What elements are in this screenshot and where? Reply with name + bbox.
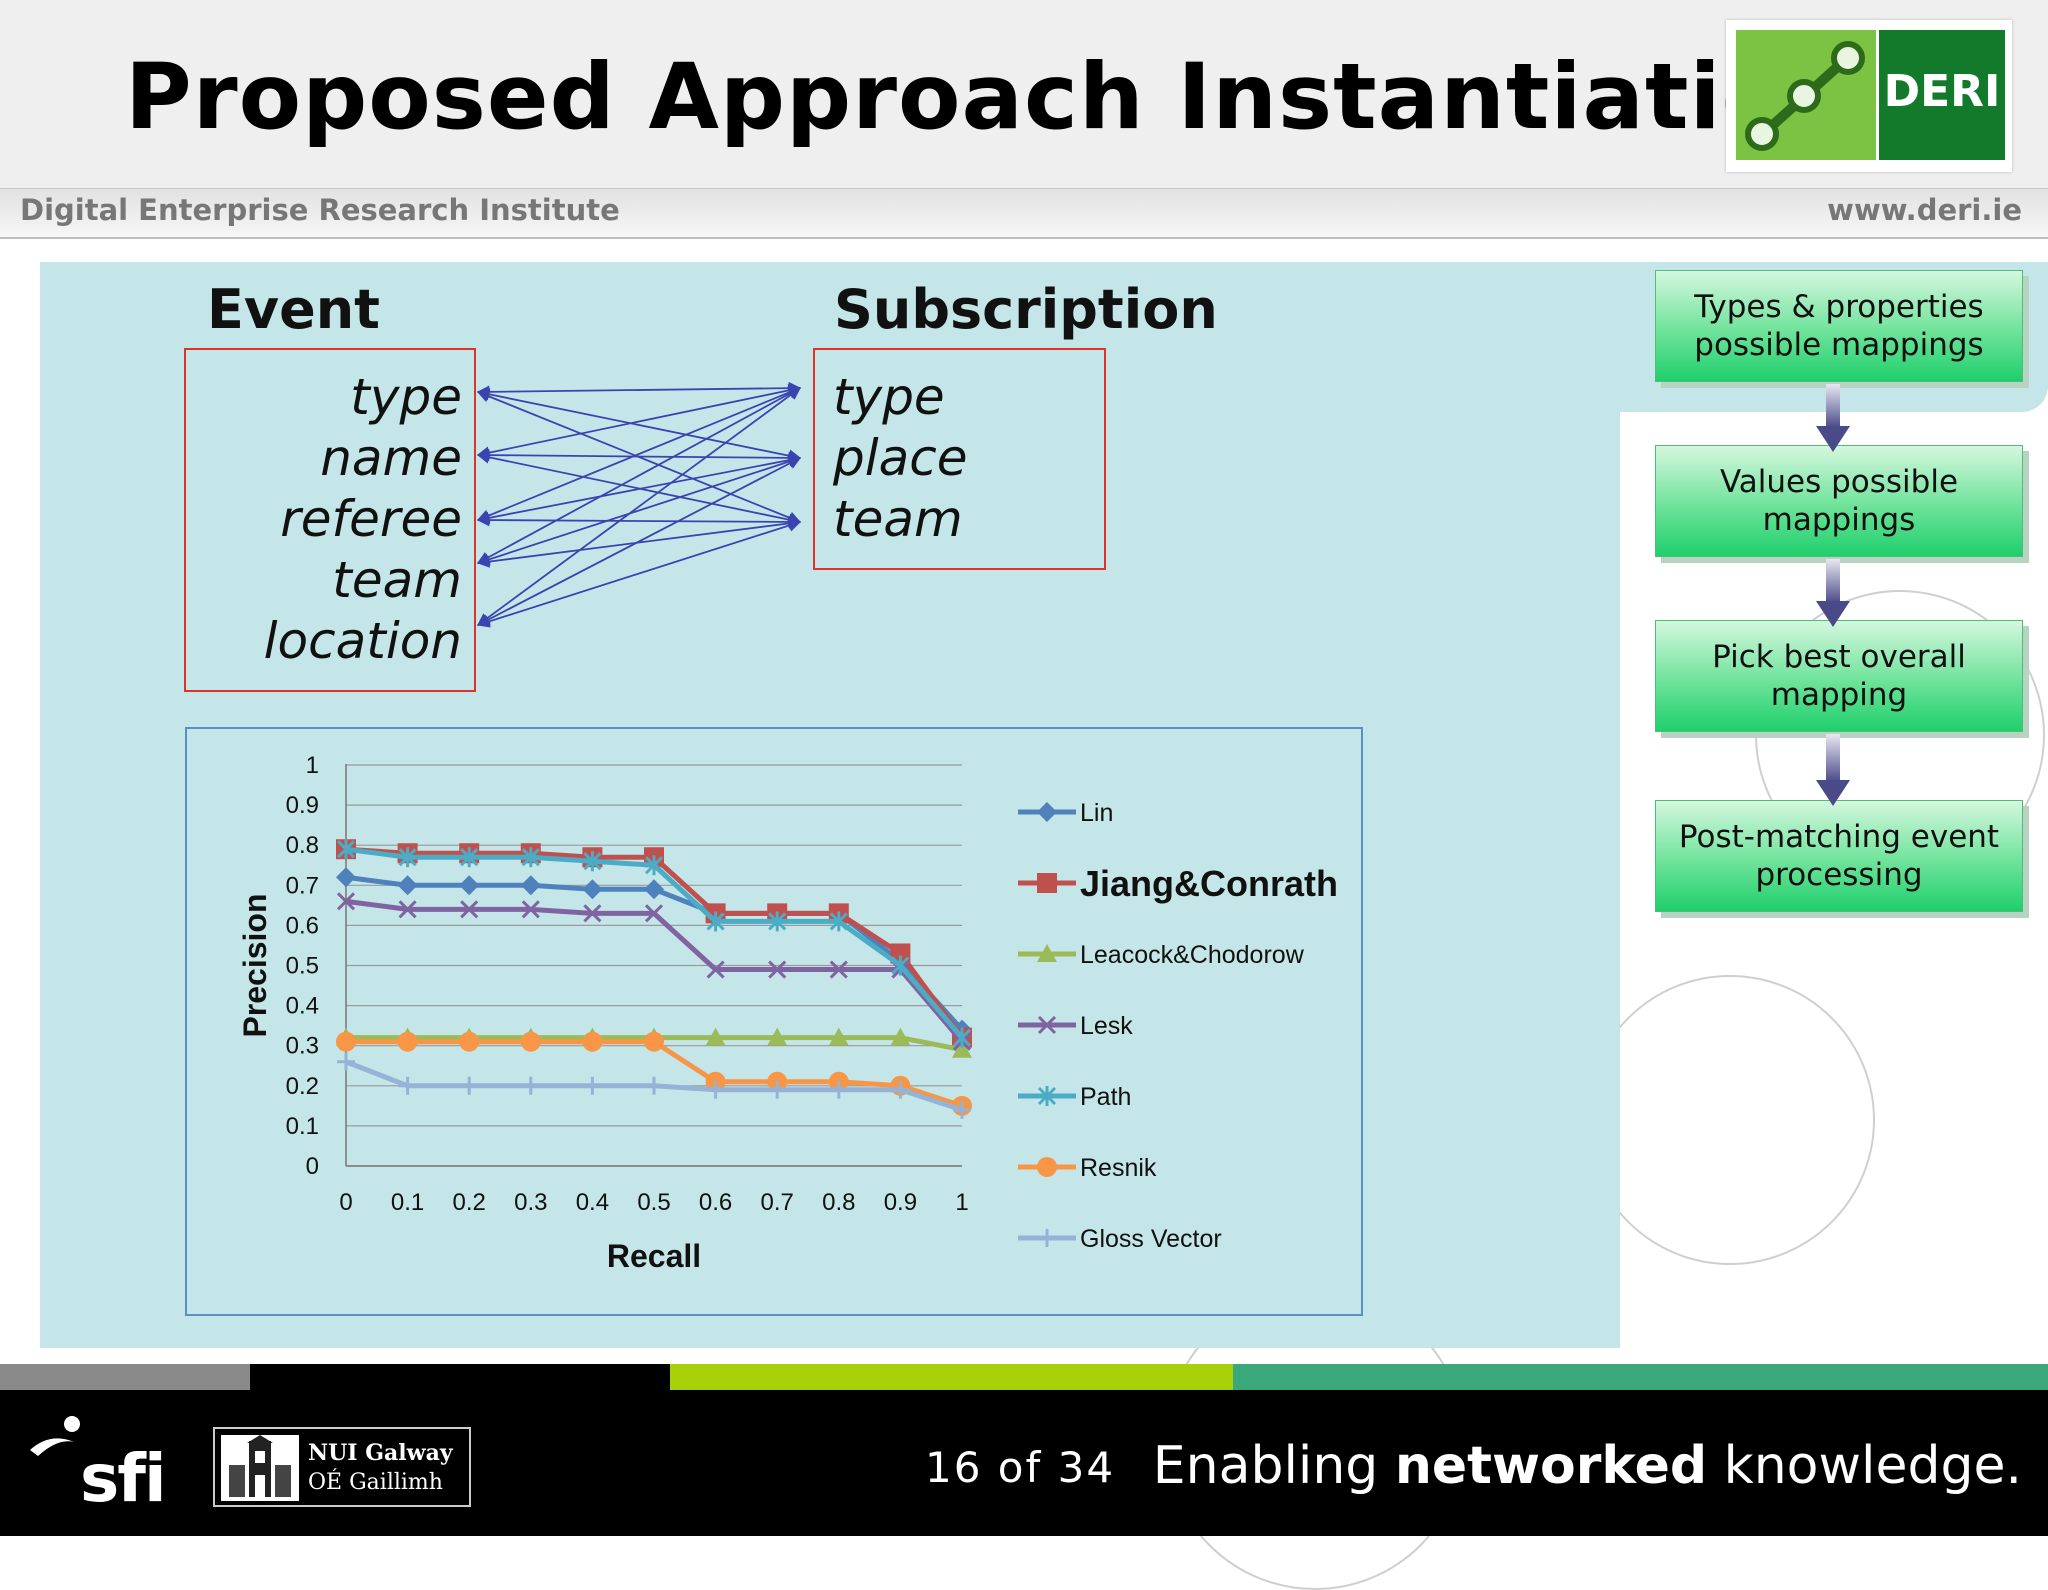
slide-title: Proposed Approach Instantiation	[125, 45, 1851, 150]
subscription-item: team	[833, 490, 963, 548]
nui-irish-name: OÉ Gaillimh	[308, 1470, 443, 1495]
event-item: type	[350, 368, 462, 426]
sfi-swoosh-icon	[30, 1416, 80, 1456]
event-item: referee	[280, 490, 462, 548]
subtitle-bar	[0, 188, 2048, 239]
flow-step-label: Post-matching event processing	[1678, 819, 2000, 893]
nui-name: NUI Galway	[308, 1440, 453, 1466]
event-item: name	[320, 429, 462, 487]
tagline-bold: networked	[1394, 1436, 1708, 1496]
subscription-header: Subscription	[834, 278, 1218, 341]
subscription-item-list: type place team	[833, 367, 1093, 550]
tagline-post: knowledge.	[1707, 1436, 2022, 1496]
logo-nodes-icon	[1745, 41, 1865, 151]
website-url: www.deri.ie	[1827, 193, 2022, 227]
event-item-list: type name referee team location	[186, 367, 462, 672]
subscription-box	[813, 348, 1106, 570]
deri-logo: DERI	[1726, 20, 2012, 172]
institute-name: Digital Enterprise Research Institute	[20, 193, 620, 227]
tagline-pre: Enabling	[1152, 1436, 1395, 1496]
tagline: Enabling networked knowledge.	[1153, 1436, 2022, 1496]
flow-step: Post-matching event processing	[1655, 800, 2023, 912]
color-stripe	[0, 1364, 2048, 1390]
flow-step: Pick best overall mapping	[1655, 620, 2023, 732]
flow-step-label: Types & properties possible mappings	[1694, 289, 1984, 363]
logo-text: DERI	[1883, 66, 2001, 117]
logo-green-panel	[1736, 30, 1876, 160]
logo-dark-panel	[1879, 30, 2005, 160]
event-item: team	[332, 551, 462, 609]
flow-step-label: Pick best overall mapping	[1712, 639, 1966, 713]
flow-step: Types & properties possible mappings	[1655, 270, 2023, 382]
subscription-item: place	[833, 429, 968, 487]
sfi-logo: sfi	[80, 1440, 167, 1517]
nui-galway-logo: NUI Galway OÉ Gaillimh	[213, 1427, 471, 1507]
header-band	[0, 0, 2048, 188]
flow-step-label: Values possible mappings	[1719, 464, 1959, 538]
event-header: Event	[207, 278, 380, 341]
event-box	[184, 348, 476, 692]
subscription-item: type	[833, 368, 945, 426]
tower-icon	[221, 1435, 299, 1501]
page-number: 16 of 34	[925, 1443, 1116, 1492]
flow-step: Values possible mappings	[1655, 445, 2023, 557]
chart-frame	[185, 727, 1363, 1316]
decorative-circle	[1585, 975, 1875, 1265]
event-item: location	[263, 612, 462, 670]
